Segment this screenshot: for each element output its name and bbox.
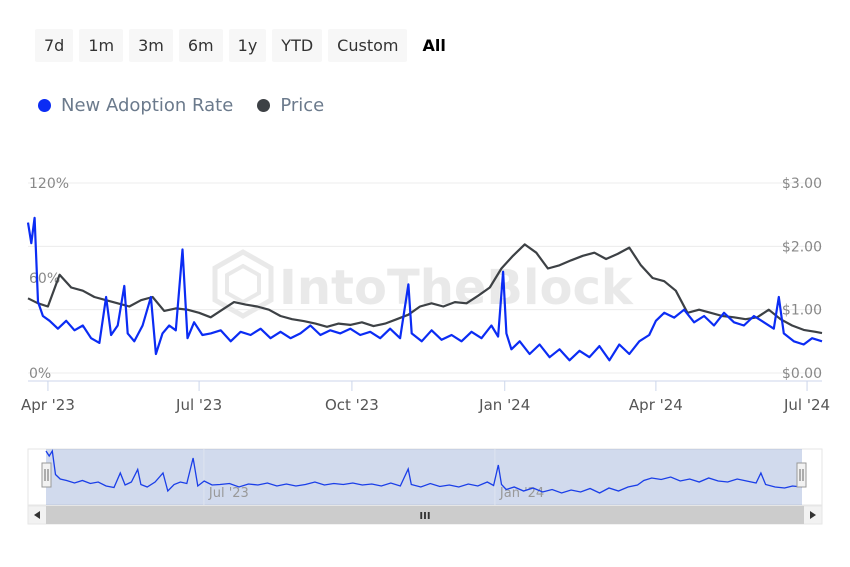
legend-label: Price [280, 95, 325, 116]
legend-label: New Adoption Rate [61, 95, 234, 116]
navigator-label: Jul '23 [208, 486, 249, 501]
navigator-frame [27, 448, 823, 506]
y-right-tick-label: $0.00 [782, 366, 822, 382]
x-tick-label: Jan '24 [478, 396, 530, 414]
legend-marker [257, 99, 271, 112]
y-right-tick-label: $1.00 [782, 303, 822, 319]
navigator-handle-right[interactable] [796, 462, 807, 488]
scrollbar-thumb[interactable] [46, 506, 804, 524]
range-button-all[interactable]: All [422, 36, 446, 55]
navigator-mask [46, 449, 802, 505]
range-button-1y[interactable]: 1y [228, 29, 267, 62]
range-button-custom[interactable]: Custom [328, 29, 408, 62]
navigator-series-line [45, 449, 803, 494]
x-tick-label: Apr '23 [21, 396, 75, 414]
navigator-label: Jan '24 [499, 486, 544, 501]
series-line-adoption-rate [26, 216, 823, 362]
handle-grip [796, 462, 807, 488]
navigator-handle-left[interactable] [41, 462, 52, 488]
y-right-tick-label: $3.00 [782, 176, 822, 192]
y-left-tick-label: 0% [29, 366, 51, 382]
y-left-tick-label: 120% [29, 176, 69, 192]
scroll-left-arrow-icon[interactable] [34, 511, 40, 519]
scroll-right-arrow-icon[interactable] [810, 511, 816, 519]
x-tick-label: Jul '24 [783, 396, 830, 414]
x-tick-label: Jul '23 [175, 396, 222, 414]
range-button-6m[interactable]: 6m [178, 29, 223, 62]
scrollbar-track [27, 505, 823, 525]
watermark-text: IntoTheBlock [279, 260, 634, 316]
legend-item-adoption-rate[interactable]: New Adoption Rate [38, 95, 233, 116]
x-tick-label: Oct '23 [325, 396, 379, 414]
handle-grip [41, 462, 52, 488]
scrollbar-grip: III [419, 511, 430, 522]
y-left-tick-label: 60% [29, 271, 60, 287]
series-line-price [27, 243, 823, 335]
range-selector: 7d 1m 3m 6m 1y YTD Custom All [35, 29, 455, 62]
watermark-logo: IntoTheBlock [212, 249, 634, 319]
x-tick-label: Apr '24 [629, 396, 683, 414]
y-right-tick-label: $2.00 [782, 239, 822, 255]
range-button-ytd[interactable]: YTD [272, 29, 323, 62]
range-button-3m[interactable]: 3m [129, 29, 173, 62]
navigator[interactable]: Jul '23 Jan '24 III [27, 448, 823, 525]
chart-legend: New Adoption Rate Price [38, 95, 324, 116]
range-button-7d[interactable]: 7d [35, 29, 74, 62]
legend-marker [38, 99, 51, 112]
range-button-1m[interactable]: 1m [79, 29, 124, 62]
legend-item-price[interactable]: Price [257, 95, 324, 116]
